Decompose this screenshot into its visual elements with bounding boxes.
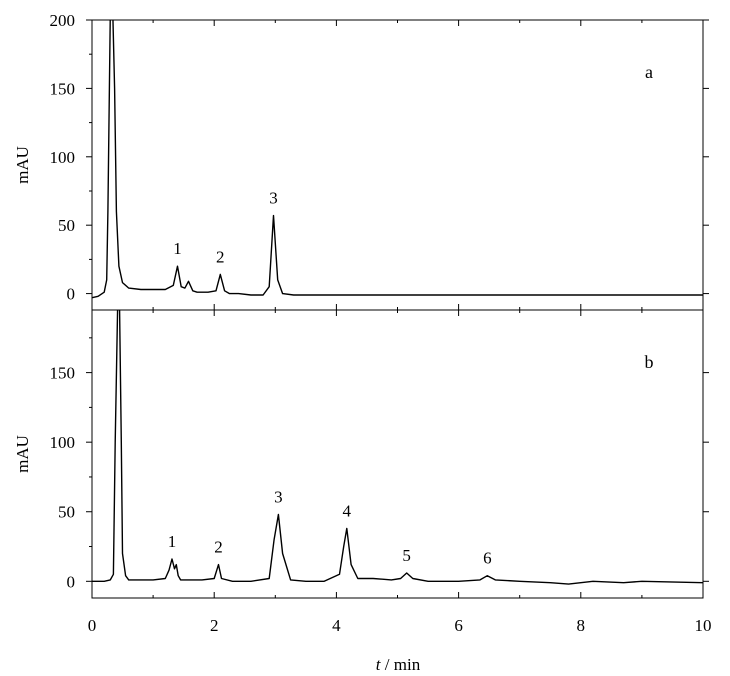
x-tick-label: 6 — [454, 616, 463, 635]
y-tick-label: 150 — [50, 79, 76, 98]
y-tick-label: 0 — [67, 572, 76, 591]
peak-label-3: 3 — [269, 189, 278, 208]
plot-frame-b — [91, 309, 704, 599]
panel-label: a — [645, 62, 653, 82]
peak-label-6: 6 — [483, 549, 492, 568]
y-tick-label: 100 — [50, 148, 76, 167]
trace-b — [92, 310, 703, 585]
y-tick-label: 100 — [50, 433, 76, 452]
y-axis-label: mAU — [13, 146, 32, 184]
peak-label-4: 4 — [343, 501, 352, 520]
peak-label-2: 2 — [214, 538, 223, 557]
peak-label-5: 5 — [402, 546, 411, 565]
y-axis-label: mAU — [13, 435, 32, 473]
x-tick-label: 2 — [210, 616, 219, 635]
trace-a — [92, 20, 703, 299]
x-tick-label: 4 — [332, 616, 341, 635]
peak-label-2: 2 — [216, 247, 225, 266]
y-tick-label: 200 — [50, 11, 76, 30]
panel-label: b — [645, 352, 654, 372]
x-axis-label: t / min — [376, 655, 421, 674]
peak-label-1: 1 — [173, 239, 182, 258]
y-tick-label: 0 — [67, 285, 76, 304]
x-tick-label: 0 — [88, 616, 97, 635]
peak-label-1: 1 — [168, 532, 177, 551]
x-tick-label: 10 — [695, 616, 712, 635]
panel-b: 0 50 100 150 mAU 1 2 3 4 5 6 b 0 2 4 6 8 10 — [13, 309, 712, 635]
y-tick-label: 50 — [58, 503, 75, 522]
y-tick-label: 50 — [58, 216, 75, 235]
y-tick-label: 150 — [50, 364, 76, 383]
plot-frame-a — [91, 19, 704, 311]
x-tick-label: 8 — [577, 616, 586, 635]
peak-label-3: 3 — [274, 488, 283, 507]
panel-a: 0 50 100 150 200 mAU 1 2 3 a — [13, 11, 709, 311]
